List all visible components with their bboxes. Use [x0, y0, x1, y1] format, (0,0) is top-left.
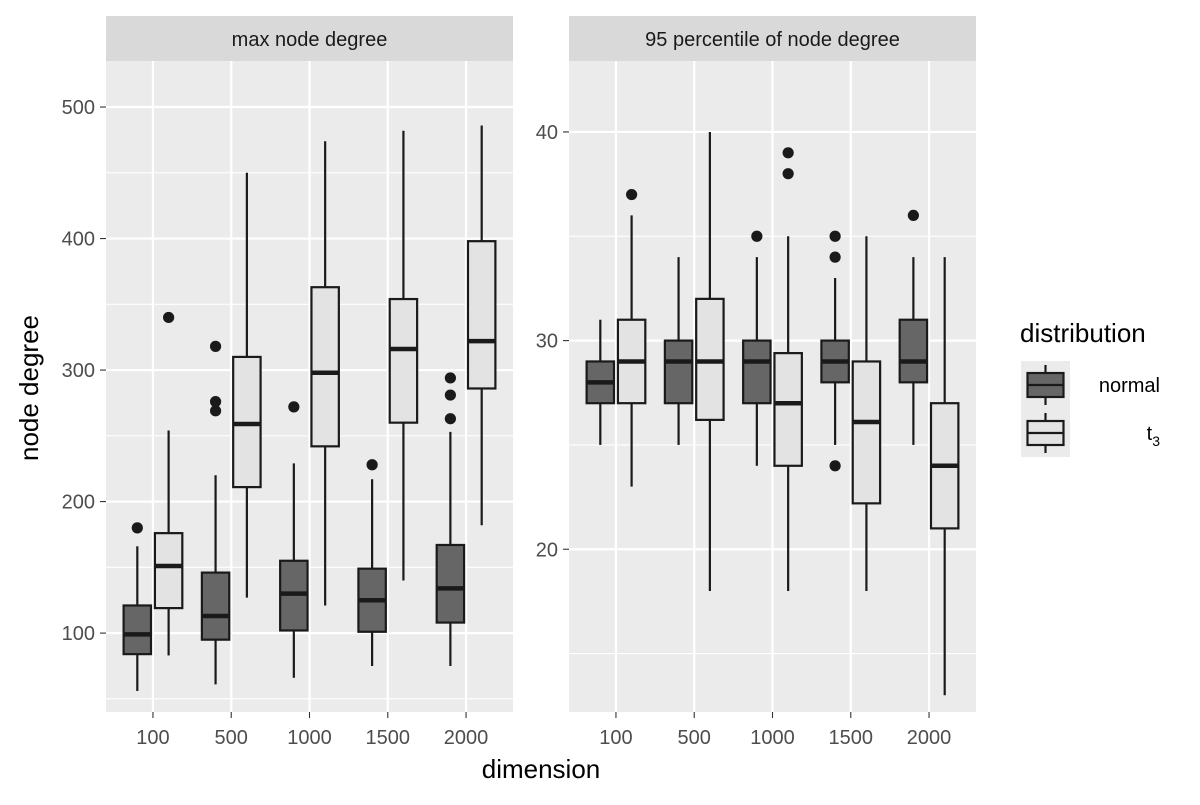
- box-iqr: [851, 360, 882, 505]
- outlier-point: [131, 522, 143, 534]
- x-tick-label: 1500: [366, 727, 411, 749]
- outlier-point: [366, 459, 378, 471]
- legend-label-subscript: 3: [1152, 433, 1160, 449]
- box-iqr: [153, 532, 184, 610]
- boxplot-normal-100: [585, 319, 616, 445]
- box-iqr: [898, 318, 929, 384]
- outlier-point: [829, 230, 841, 242]
- outlier-point: [829, 460, 841, 472]
- y-axis: 100 200 300 400 500: [62, 97, 106, 645]
- x-axis: 100 500 1000 1500 2000: [136, 712, 488, 749]
- strip-label: 95 percentile of node degree: [645, 29, 900, 51]
- box-iqr: [200, 571, 231, 641]
- outlier-point: [907, 209, 919, 222]
- boxplot-t3-2000: [929, 257, 960, 696]
- outlier-point: [288, 401, 300, 413]
- box-iqr: [435, 543, 466, 624]
- boxplot-t3-500: [695, 131, 725, 591]
- y-tick-label: 100: [62, 623, 95, 645]
- y-axis-title: node degree: [14, 315, 44, 461]
- boxplot-normal-1500: [357, 459, 387, 666]
- box-iqr: [466, 240, 497, 390]
- x-tick-label: 500: [215, 727, 248, 749]
- x-tick-label: 2000: [444, 727, 489, 749]
- boxplot-t3-2000: [466, 125, 497, 526]
- boxplot-normal-2000: [435, 372, 466, 666]
- y-tick-label: 20: [536, 539, 558, 561]
- outlier-point: [209, 340, 222, 352]
- strip-background: [569, 16, 976, 61]
- outlier-point: [782, 168, 794, 180]
- legend-entry-t3: t3: [1026, 413, 1161, 453]
- outlier-point: [829, 251, 841, 263]
- gridlines: [569, 61, 976, 712]
- outlier-point: [626, 188, 638, 201]
- gridlines: [106, 61, 513, 712]
- boxplot-normal-1500: [820, 230, 850, 472]
- legend-entries: normal t3: [1026, 365, 1161, 453]
- boxplot-t3-500: [232, 172, 262, 598]
- x-tick-label: 1000: [287, 727, 332, 749]
- x-tick-label: 2000: [907, 727, 952, 749]
- boxplot-t3-100: [153, 311, 184, 656]
- outlier-point: [751, 230, 763, 242]
- legend-label: t3: [1147, 423, 1161, 449]
- panel-95-percentile-node-degree: 95 percentile of node degree 20 30 40 100 5…: [536, 16, 976, 749]
- y-axis: 20 30 40: [536, 122, 569, 561]
- box-iqr: [663, 339, 694, 405]
- box-iqr: [388, 297, 419, 424]
- y-tick-label: 400: [62, 229, 95, 251]
- outlier-point: [444, 413, 456, 425]
- y-tick-label: 40: [536, 122, 558, 144]
- box-iqr: [742, 339, 772, 405]
- strip-background: [106, 16, 513, 61]
- legend-title: distribution: [1020, 318, 1146, 348]
- outlier-point: [444, 372, 456, 384]
- x-tick-label: 1000: [750, 727, 795, 749]
- y-tick-label: 300: [62, 360, 95, 382]
- boxplot-t3-1000: [773, 147, 803, 591]
- outlier-point: [209, 405, 222, 417]
- box-iqr: [122, 604, 153, 656]
- box-iqr: [773, 352, 803, 467]
- outlier-point: [444, 389, 456, 401]
- boxplot-t3-1000: [310, 141, 340, 606]
- legend: distribution normal t3: [1020, 318, 1160, 457]
- outlier-point: [782, 147, 794, 159]
- y-tick-label: 30: [536, 331, 558, 353]
- strip-label: max node degree: [232, 29, 388, 51]
- legend-entry-normal: normal: [1026, 365, 1160, 405]
- boxplot-normal-500: [663, 257, 694, 445]
- boxplot-normal-1000: [742, 230, 772, 466]
- outlier-point: [209, 396, 222, 408]
- y-tick-label: 200: [62, 492, 95, 514]
- boxplot-t3-1500: [388, 130, 419, 581]
- box-iqr: [310, 286, 340, 448]
- boxplots: [122, 125, 497, 691]
- y-tick-label: 500: [62, 97, 95, 119]
- legend-label: normal: [1099, 375, 1160, 397]
- boxplot-normal-2000: [898, 209, 929, 445]
- outlier-point: [163, 311, 175, 324]
- boxplot-t3-100: [616, 188, 647, 487]
- boxplot-t3-1500: [851, 236, 882, 591]
- x-axis: 100 500 1000 1500 2000: [599, 712, 951, 749]
- boxplot-normal-500: [200, 340, 231, 685]
- x-tick-label: 500: [678, 727, 711, 749]
- boxplot-normal-100: [122, 522, 153, 691]
- boxplots: [585, 131, 960, 696]
- x-axis-title: dimension: [482, 754, 601, 784]
- x-tick-label: 100: [136, 727, 169, 749]
- boxplot-normal-1000: [279, 401, 309, 678]
- x-tick-label: 100: [599, 727, 632, 749]
- x-tick-label: 1500: [829, 727, 874, 749]
